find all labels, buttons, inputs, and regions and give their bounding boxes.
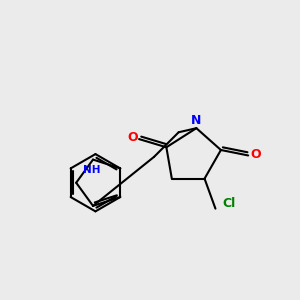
Text: NH: NH <box>83 165 101 175</box>
Text: O: O <box>250 148 261 160</box>
Text: O: O <box>127 131 138 144</box>
Text: Cl: Cl <box>223 197 236 210</box>
Text: N: N <box>191 114 202 127</box>
